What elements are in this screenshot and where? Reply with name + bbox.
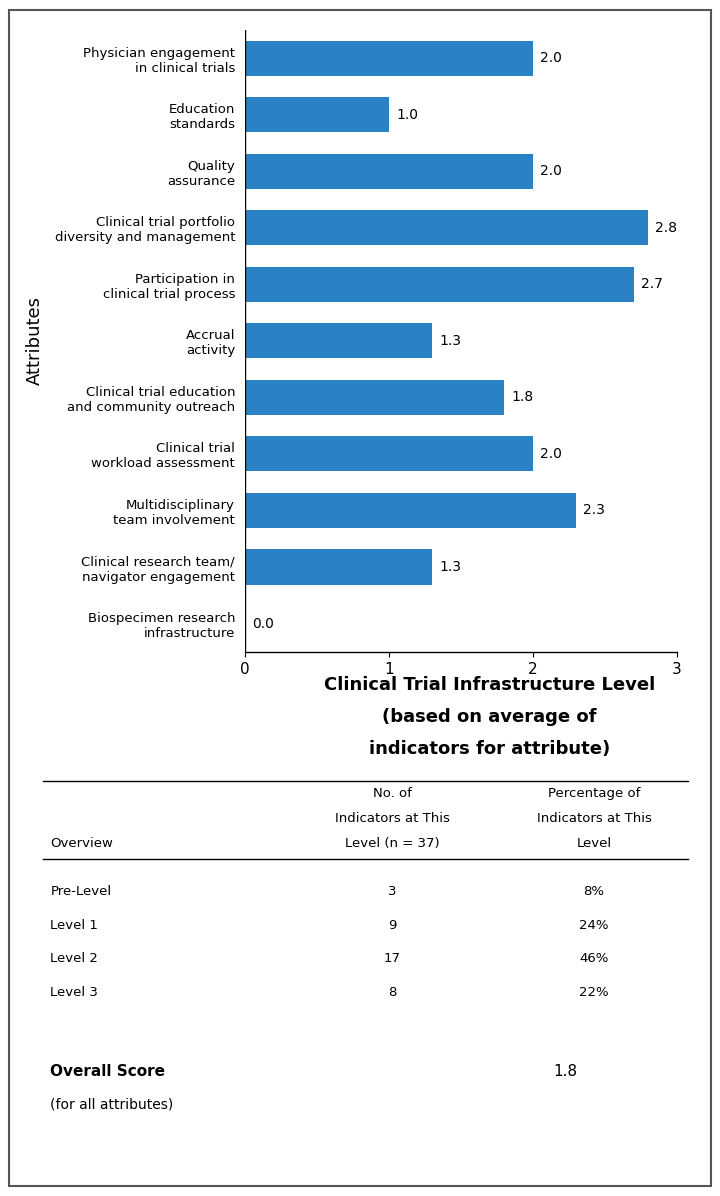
Text: 1.8: 1.8 bbox=[553, 1064, 577, 1080]
Text: Level 1: Level 1 bbox=[50, 919, 98, 932]
Text: 2.8: 2.8 bbox=[655, 221, 678, 234]
Bar bbox=[245, 267, 634, 301]
Text: 2.3: 2.3 bbox=[583, 504, 605, 518]
Text: 1.0: 1.0 bbox=[396, 108, 418, 122]
Text: Overview: Overview bbox=[50, 837, 113, 850]
Text: Level 2: Level 2 bbox=[50, 952, 98, 965]
Text: 9: 9 bbox=[388, 919, 397, 932]
Text: 2.0: 2.0 bbox=[540, 447, 562, 460]
Text: 22%: 22% bbox=[579, 986, 609, 999]
Text: 1.3: 1.3 bbox=[439, 560, 462, 574]
Text: 2.0: 2.0 bbox=[540, 51, 562, 65]
Text: Level: Level bbox=[577, 837, 611, 850]
Text: Level 3: Level 3 bbox=[50, 986, 98, 999]
Bar bbox=[245, 437, 533, 471]
Y-axis label: Attributes: Attributes bbox=[25, 297, 43, 385]
Text: (based on average of: (based on average of bbox=[382, 708, 597, 726]
Text: 2.0: 2.0 bbox=[540, 164, 562, 178]
Text: 8%: 8% bbox=[583, 885, 605, 898]
Text: Pre-Level: Pre-Level bbox=[50, 885, 112, 898]
Bar bbox=[245, 154, 533, 189]
Bar bbox=[245, 380, 504, 415]
Text: Indicators at This: Indicators at This bbox=[536, 812, 652, 825]
Bar bbox=[245, 210, 648, 245]
Text: 1.8: 1.8 bbox=[511, 390, 534, 404]
Text: 17: 17 bbox=[384, 952, 401, 965]
Bar bbox=[245, 41, 533, 75]
Bar bbox=[245, 323, 432, 359]
Text: indicators for attribute): indicators for attribute) bbox=[369, 740, 611, 758]
Bar bbox=[245, 97, 389, 133]
Text: (for all attributes): (for all attributes) bbox=[50, 1098, 174, 1112]
Text: 8: 8 bbox=[388, 986, 397, 999]
Text: Overall Score: Overall Score bbox=[50, 1064, 166, 1080]
Text: 1.3: 1.3 bbox=[439, 334, 462, 348]
Text: 46%: 46% bbox=[580, 952, 608, 965]
Text: Level (n = 37): Level (n = 37) bbox=[345, 837, 440, 850]
Text: 3: 3 bbox=[388, 885, 397, 898]
Bar bbox=[245, 549, 432, 585]
Text: Clinical Trial Infrastructure Level: Clinical Trial Infrastructure Level bbox=[324, 676, 655, 694]
Text: 24%: 24% bbox=[580, 919, 608, 932]
Text: Indicators at This: Indicators at This bbox=[335, 812, 450, 825]
Text: 0.0: 0.0 bbox=[252, 617, 274, 630]
Text: Percentage of: Percentage of bbox=[548, 787, 640, 800]
Text: 2.7: 2.7 bbox=[641, 277, 662, 292]
Bar bbox=[245, 493, 576, 527]
Text: No. of: No. of bbox=[373, 787, 412, 800]
